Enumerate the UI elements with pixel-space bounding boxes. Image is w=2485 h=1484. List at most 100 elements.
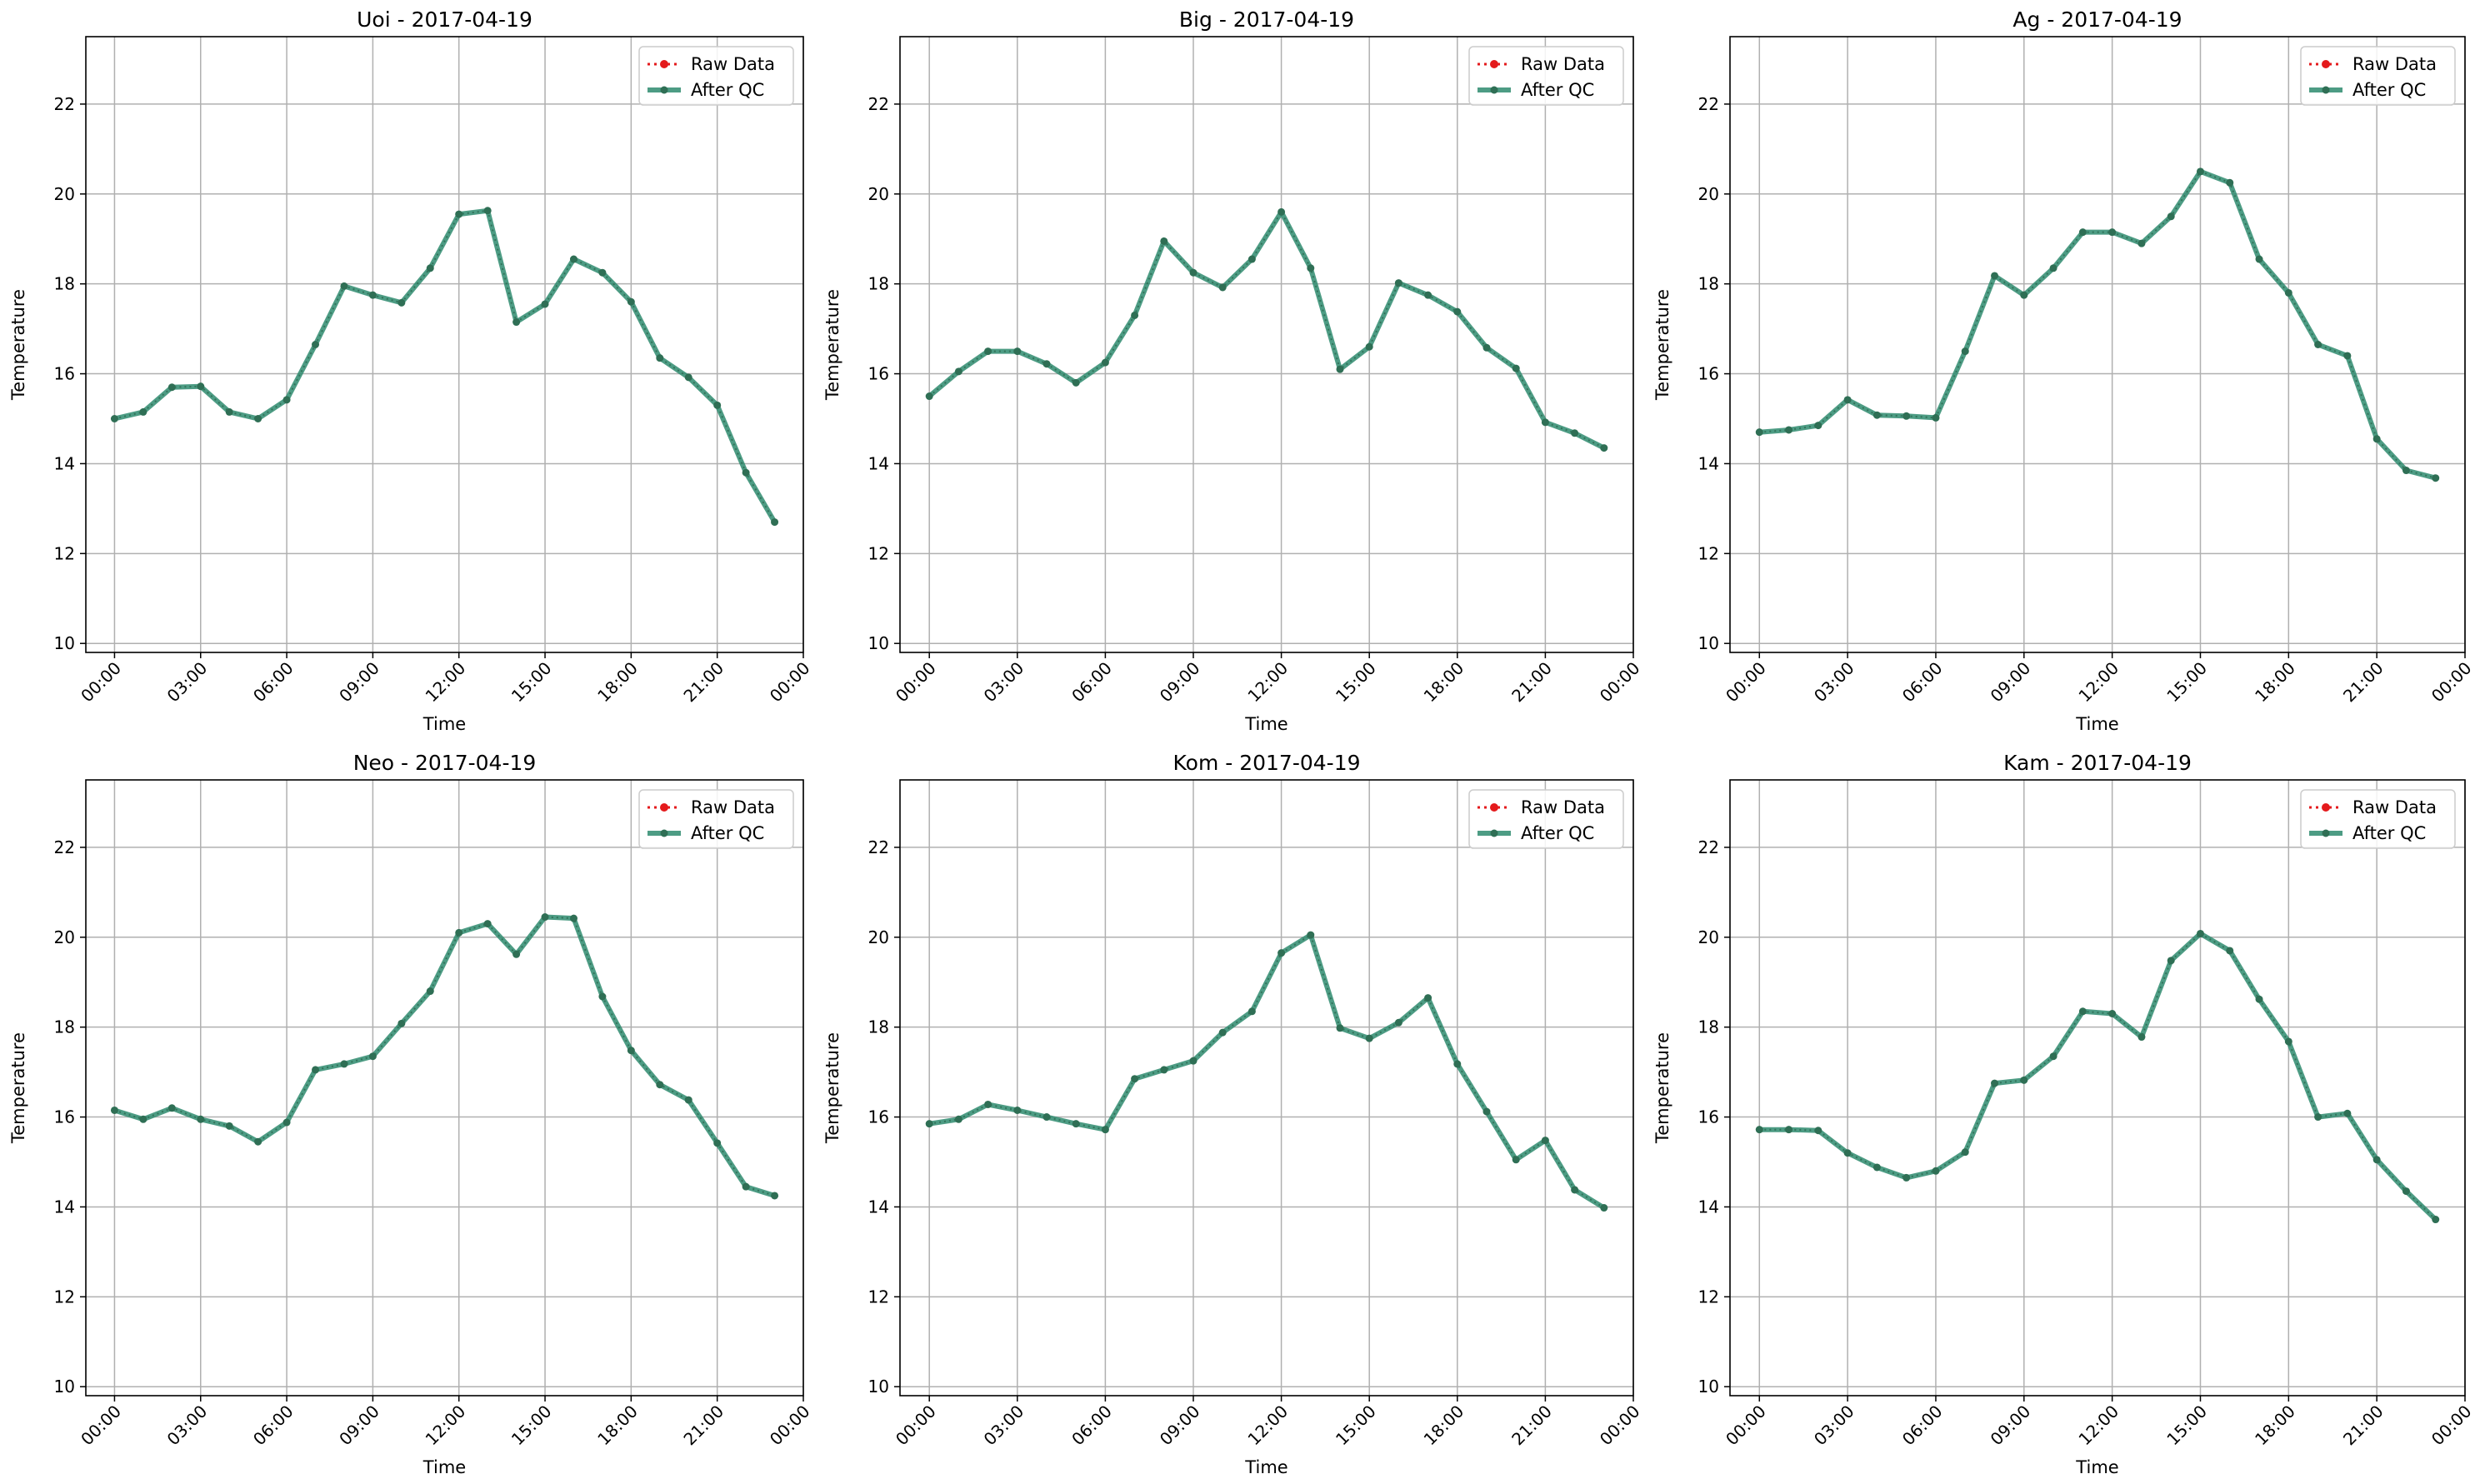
data-point-raw-data [342, 283, 347, 288]
axes-frame [85, 36, 804, 653]
data-point-raw-data [2433, 1217, 2438, 1222]
legend-label-raw-data: Raw Data [1521, 54, 1605, 74]
data-point-raw-data [686, 375, 691, 380]
y-tick-label: 16 [54, 1107, 75, 1127]
data-point-raw-data [342, 1062, 347, 1067]
data-point-raw-data [1992, 1081, 1998, 1086]
x-tick-label: 21:00 [1508, 1402, 1556, 1450]
subplot-2: 10 12 14 16 18 20 22 00:00 03:00 06:00 09:00 12:00 1… [822, 7, 1644, 734]
data-point-raw-data [2080, 1009, 2085, 1014]
x-axis-label: Time [2075, 714, 2118, 734]
y-tick-label: 14 [1698, 1197, 1719, 1217]
series-line-after-qc [928, 932, 1606, 1211]
subplot-1: 10 12 14 16 18 20 22 00:00 03:00 06:00 09:00 12:00 1… [8, 7, 814, 734]
series-line-raw-data [1759, 932, 2437, 1221]
data-point-raw-data [2051, 266, 2056, 271]
y-tick-label: 16 [1698, 1107, 1719, 1127]
data-point-raw-data [1542, 1138, 1548, 1143]
axes-frame [899, 36, 1634, 653]
y-tick-label: 16 [868, 364, 889, 384]
data-point-raw-data [715, 1141, 720, 1146]
series-line-raw-data [114, 209, 776, 523]
axes-frame [899, 779, 1634, 1397]
data-point-raw-data [628, 299, 633, 304]
subplot-5: 10 12 14 16 18 20 22 00:00 03:00 06:00 09:00 12:00 1… [822, 751, 1644, 1477]
data-point-raw-data [571, 916, 576, 921]
data-point-raw-data [628, 1048, 633, 1053]
subplot-3: 10 12 14 16 18 20 22 00:00 03:00 06:00 09:00 12:00 1… [1652, 7, 2476, 734]
data-point-raw-data [198, 1117, 203, 1122]
data-point-raw-data [772, 520, 778, 525]
data-point-raw-data [457, 212, 462, 217]
data-point-raw-data [927, 394, 932, 399]
data-point-raw-data [986, 1102, 991, 1107]
x-tick-label: 21:00 [679, 1402, 728, 1450]
y-tick-label: 14 [1698, 453, 1719, 473]
y-tick-label: 22 [1698, 837, 1719, 857]
data-point-raw-data [1015, 349, 1020, 354]
data-point-raw-data [112, 417, 117, 422]
x-tick-label: 06:00 [249, 658, 298, 707]
axes-frame [1729, 36, 2466, 653]
plot-area [1730, 780, 2465, 1396]
data-point-raw-data [1396, 1020, 1401, 1025]
data-point-raw-data [1787, 1127, 1792, 1132]
data-point-raw-data [1455, 309, 1460, 314]
x-tick-label: 00:00 [892, 1402, 940, 1450]
data-point-raw-data [1191, 1058, 1196, 1063]
data-point-raw-data [1845, 1151, 1850, 1156]
data-point-raw-data [1757, 1127, 1762, 1132]
y-tick-label: 20 [868, 184, 889, 204]
data-point-raw-data [1073, 1122, 1078, 1127]
data-point-raw-data [1757, 430, 1762, 435]
data-point-raw-data [485, 208, 490, 213]
x-tick-label: 00:00 [766, 1402, 814, 1450]
data-point-raw-data [542, 302, 548, 307]
legend-label-raw-data: Raw Data [691, 797, 775, 817]
data-point-raw-data [1102, 1127, 1108, 1132]
y-tick-label: 12 [868, 543, 889, 563]
data-point-raw-data [1132, 312, 1138, 317]
data-point-raw-data [1874, 1165, 1879, 1170]
data-point-raw-data [141, 1117, 146, 1122]
chart-title: Ag - 2017-04-19 [2012, 7, 2182, 32]
legend-marker-after-qc [660, 829, 668, 837]
x-axis-label: Time [1244, 714, 1288, 734]
data-point-raw-data [284, 397, 289, 402]
data-point-raw-data [1874, 412, 1879, 417]
data-point-raw-data [1249, 1009, 1254, 1014]
x-tick-label: 03:00 [1810, 1402, 1858, 1450]
y-tick-label: 18 [54, 274, 75, 294]
data-point-raw-data [2228, 180, 2232, 185]
data-point-raw-data [1249, 257, 1254, 262]
legend-marker-after-qc [2322, 829, 2330, 837]
y-tick-label: 14 [868, 453, 889, 473]
y-tick-label: 10 [868, 633, 889, 653]
x-axis-label: Time [422, 1457, 466, 1477]
y-tick-label: 12 [54, 543, 75, 563]
legend-label-after-qc: After QC [1521, 823, 1594, 843]
data-point-raw-data [686, 1097, 691, 1102]
data-point-raw-data [2316, 342, 2321, 347]
x-tick-label: 00:00 [1596, 658, 1644, 707]
x-tick-label: 09:00 [1156, 658, 1204, 707]
subplot-4: 10 12 14 16 18 20 22 00:00 03:00 06:00 09:00 12:00 1… [8, 751, 814, 1477]
legend-marker-raw-data [2322, 803, 2330, 812]
legend-marker-raw-data [660, 803, 668, 812]
y-tick-label: 12 [1698, 543, 1719, 563]
x-tick-label: 18:00 [1420, 1402, 1468, 1450]
data-point-raw-data [1787, 427, 1792, 432]
data-point-raw-data [2022, 292, 2027, 297]
y-tick-label: 14 [54, 1197, 75, 1217]
data-point-raw-data [2403, 1189, 2408, 1194]
data-point-raw-data [2345, 353, 2350, 358]
data-point-raw-data [2374, 1157, 2379, 1162]
data-point-raw-data [2051, 1054, 2056, 1059]
legend-label-raw-data: Raw Data [2352, 54, 2437, 74]
axes-frame [1729, 779, 2466, 1397]
y-tick-label: 22 [868, 837, 889, 857]
legend-marker-after-qc [1490, 86, 1498, 94]
chart-title: Big - 2017-04-19 [1179, 7, 1354, 32]
x-tick-label: 18:00 [2251, 1402, 2299, 1450]
data-point-raw-data [1279, 951, 1284, 956]
